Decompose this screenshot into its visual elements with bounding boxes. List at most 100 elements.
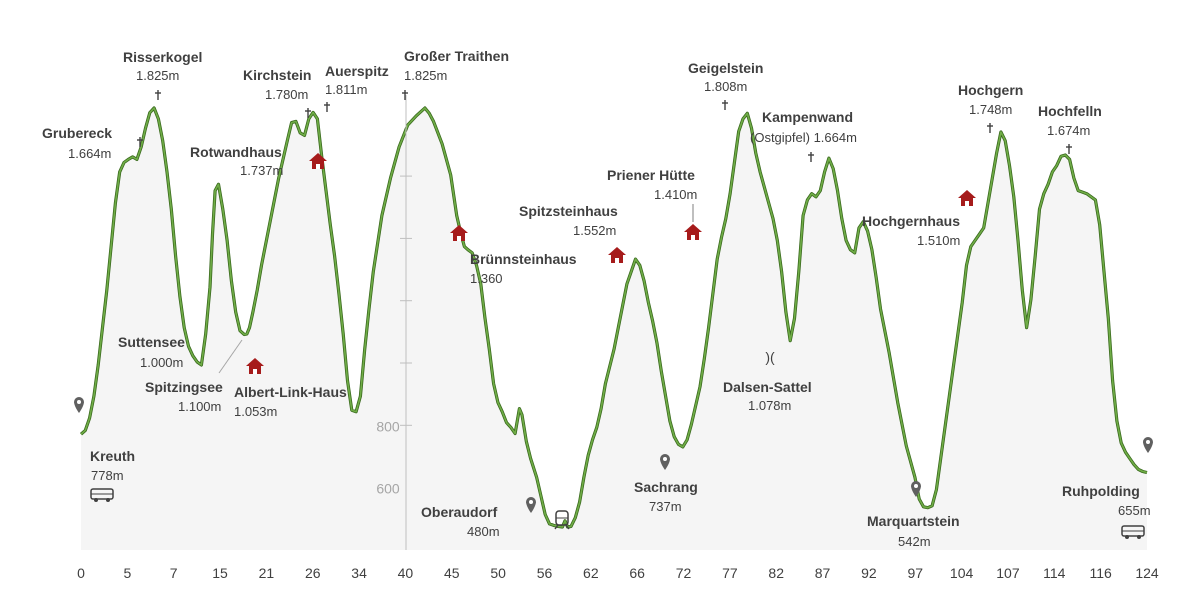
x-tick-label: 82: [768, 565, 784, 581]
label-kirchstein-elev: 1.780m: [265, 87, 308, 102]
mountain-hut-icon: [684, 224, 702, 240]
summit-cross-icon: [722, 100, 728, 110]
label-rotwandhaus-name: Rotwandhaus: [190, 144, 282, 160]
location-pin-icon: [526, 497, 536, 513]
x-tick-label: 107: [996, 565, 1020, 581]
hut-roof: [684, 224, 702, 232]
hut-door: [615, 258, 619, 263]
x-tick-label: 50: [490, 565, 506, 581]
label-hochgern-name: Hochgern: [958, 82, 1023, 98]
leader-line-spitzingsee: [218, 339, 243, 374]
x-tick-label: 87: [815, 565, 831, 581]
x-tick-label: 34: [351, 565, 367, 581]
label-ruhpolding-name: Ruhpolding: [1062, 483, 1140, 499]
label-hochfelln-elev: 1.674m: [1047, 123, 1090, 138]
label-rotwandhaus-elev: 1.737m: [240, 163, 283, 178]
x-tick-label: 124: [1135, 565, 1159, 581]
x-tick-label: 116: [1089, 565, 1112, 581]
mountain-hut-icon: [450, 225, 468, 241]
train-icon: [554, 510, 570, 530]
summit-cross-icon: [137, 137, 143, 147]
x-tick-label: 56: [537, 565, 553, 581]
hut-door: [965, 201, 969, 206]
label-risserkogel-elev: 1.825m: [136, 68, 179, 83]
location-pin-icon: [911, 481, 921, 497]
x-tick-label: 97: [907, 565, 923, 581]
pin-hole: [529, 500, 533, 504]
label-grubereck-elev: 1.664m: [68, 146, 111, 161]
summit-cross-icon: [324, 102, 330, 112]
hut-door: [253, 369, 257, 374]
icon-layer: )(: [74, 90, 1153, 539]
summit-cross-icon: [1066, 144, 1072, 154]
mountain-hut-icon: [246, 358, 264, 374]
label-albert-link-haus-elev: 1.053m: [234, 404, 277, 419]
label-kirchstein-name: Kirchstein: [243, 67, 311, 83]
bus-icon: [1121, 525, 1145, 539]
label-grosser-traithen-elev: 1.825m: [404, 68, 447, 83]
x-tick-label: 26: [305, 565, 321, 581]
label-kreuth-elev: 778m: [91, 468, 124, 483]
x-tick-label: 7: [170, 565, 178, 581]
label-auerspitz-name: Auerspitz: [325, 63, 389, 79]
bus-wheel: [1125, 535, 1129, 539]
mountain-hut-icon: [958, 190, 976, 206]
y-tick-label-800: 800: [376, 418, 400, 434]
bus-icon: [90, 488, 114, 502]
x-tick-label: 21: [259, 565, 275, 581]
x-tick-label: 15: [212, 565, 228, 581]
hut-roof: [608, 247, 626, 255]
summit-cross-icon: [155, 90, 161, 100]
label-dalsen-sattel-name: Dalsen-Sattel: [723, 379, 812, 395]
label-oberaudorf-name: Oberaudorf: [421, 504, 498, 520]
profile-line: [80, 107, 1148, 528]
label-kreuth-name: Kreuth: [90, 448, 135, 464]
label-auerspitz-elev: 1.811m: [325, 82, 367, 97]
y-tick-label-600: 600: [376, 481, 400, 497]
label-bruennsteinhaus-name: Brünnsteinhaus: [470, 251, 577, 267]
summit-cross-icon: [402, 90, 408, 100]
label-oberaudorf-elev: 480m: [467, 524, 500, 539]
label-suttensee-elev: 1.000m: [140, 355, 183, 370]
pin-shape: [526, 497, 536, 513]
label-hochgernhaus-name: Hochgernhaus: [862, 213, 960, 229]
pin-hole: [663, 457, 667, 461]
hut-roof: [958, 190, 976, 198]
pin-shape: [911, 481, 921, 497]
label-spitzsteinhaus-elev: 1.552m: [573, 223, 616, 238]
pin-hole: [914, 484, 918, 488]
x-tick-label: 0: [77, 565, 85, 581]
profile-area: [81, 108, 1147, 550]
label-grubereck-name: Grubereck: [42, 125, 112, 141]
label-dalsen-sattel-elev: 1.078m: [748, 398, 791, 413]
profile-area-layer: [79, 106, 1148, 550]
mountain-hut-icon: [608, 247, 626, 263]
hut-door: [457, 236, 461, 241]
pin-shape: [74, 397, 84, 413]
label-risserkogel-name: Risserkogel: [123, 49, 202, 65]
x-tick-label: 72: [676, 565, 692, 581]
label-albert-link-haus-name: Albert-Link-Haus: [234, 384, 347, 400]
pin-shape: [660, 454, 670, 470]
label-layer: Grubereck 1.664m Risserkogel 1.825m Kirc…: [42, 48, 1151, 549]
x-tick-label: 66: [629, 565, 645, 581]
label-sachrang-name: Sachrang: [634, 479, 698, 495]
label-suttensee-name: Suttensee: [118, 334, 185, 350]
label-marquartstein-name: Marquartstein: [867, 513, 960, 529]
hut-roof: [246, 358, 264, 366]
label-geigelstein-elev: 1.808m: [704, 79, 747, 94]
location-pin-icon: [660, 454, 670, 470]
summit-cross-icon: [987, 123, 993, 133]
x-tick-label: 45: [444, 565, 460, 581]
label-priener-huette-name: Priener Hütte: [607, 167, 695, 183]
train-leg: [565, 524, 570, 530]
pass-icon: )(: [765, 349, 775, 365]
label-priener-huette-elev: 1.410m: [654, 187, 697, 202]
label-spitzingsee-elev: 1.100m: [178, 399, 221, 414]
x-tick-label: 62: [583, 565, 599, 581]
label-spitzingsee-name: Spitzingsee: [145, 379, 223, 395]
label-ruhpolding-elev: 655m: [1118, 503, 1151, 518]
hut-roof: [450, 225, 468, 233]
label-kampenwand-elev: (Ostgipfel) 1.664m: [750, 130, 857, 145]
